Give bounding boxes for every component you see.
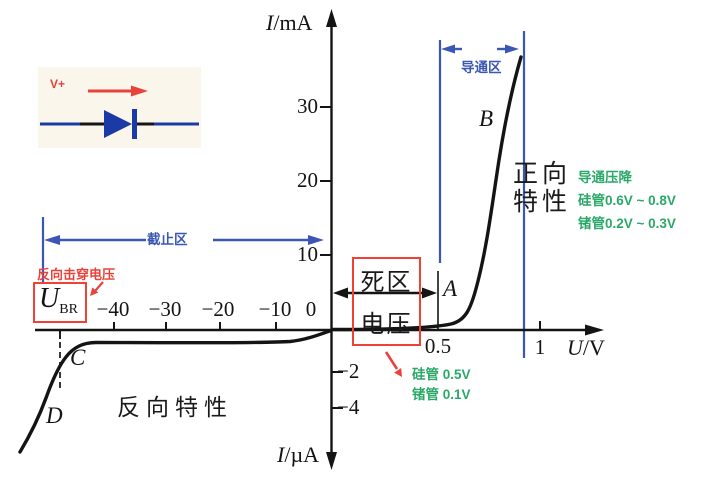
reverse-curve <box>18 328 333 454</box>
tick-label-x-0p5: 0.5 <box>424 334 452 358</box>
breakdown-pointer-arrow <box>90 281 104 296</box>
dead-zone-pointer-arrow <box>384 351 402 377</box>
dead-zone-box: 死区 电压 <box>352 257 421 346</box>
y-axis-top-unit: I/mA <box>266 10 313 35</box>
y-axis <box>320 9 343 470</box>
tick-label-x-neg30: −30 <box>148 297 182 321</box>
point-label-c: C <box>70 345 86 370</box>
conduction-region-marker <box>438 31 526 358</box>
dead-zone-germanium: 锗管 0.1V <box>412 387 471 402</box>
y-axis-bottom-unit: I/µA <box>277 442 320 467</box>
reverse-breakdown-label: 反向击穿电压 <box>37 267 116 282</box>
dead-zone-arrow <box>333 287 437 299</box>
tick-label-y-neg4: −4 <box>337 395 360 419</box>
dead-zone-word1: 死区 <box>360 270 413 296</box>
conduction-region-label: 导通区 <box>461 60 502 75</box>
reverse-characteristic-title: 反向特性 <box>117 395 233 420</box>
x-axis <box>35 321 604 339</box>
ubr-box: UBR <box>33 282 87 323</box>
tick-label-y-30: 30 <box>297 94 318 118</box>
tick-label-x-0: 0 <box>305 297 317 321</box>
point-label-a: A <box>443 276 458 301</box>
conduction-drop-germanium: 锗管0.2V ~ 0.3V <box>578 216 676 231</box>
x-axis-unit: U/V <box>567 335 605 360</box>
v-plus-label: V+ <box>50 77 66 91</box>
current-direction-arrow-icon <box>88 85 148 97</box>
cutoff-region-marker <box>41 217 324 283</box>
ubr-symbol: UBR <box>39 283 78 317</box>
conduction-drop-title: 导通压降 <box>578 170 632 185</box>
diode-circuit-inset: V+ <box>38 67 201 148</box>
forward-characteristic-title: 正向 特性 <box>513 161 572 216</box>
tick-label-x-1: 1 <box>534 335 546 359</box>
tick-label-y-10: 10 <box>297 242 318 266</box>
point-label-b: B <box>479 106 494 131</box>
forward-curve <box>331 55 523 332</box>
dead-zone-word2: 电压 <box>360 312 413 338</box>
point-label-d: D <box>46 403 63 428</box>
tick-label-x-neg40: −40 <box>96 297 130 321</box>
dead-zone-silicon: 硅管 0.5V <box>412 367 471 382</box>
tick-label-x-neg20: −20 <box>201 297 235 321</box>
tick-label-x-neg10: −10 <box>258 297 292 321</box>
diode-symbol <box>40 85 199 139</box>
conduction-drop-silicon: 硅管0.6V ~ 0.8V <box>578 193 676 208</box>
diode-symbol-icon <box>40 109 199 139</box>
cutoff-region-label: 截止区 <box>147 232 188 247</box>
tick-label-y-20: 20 <box>297 168 318 192</box>
tick-label-y-neg2: −2 <box>337 359 360 383</box>
